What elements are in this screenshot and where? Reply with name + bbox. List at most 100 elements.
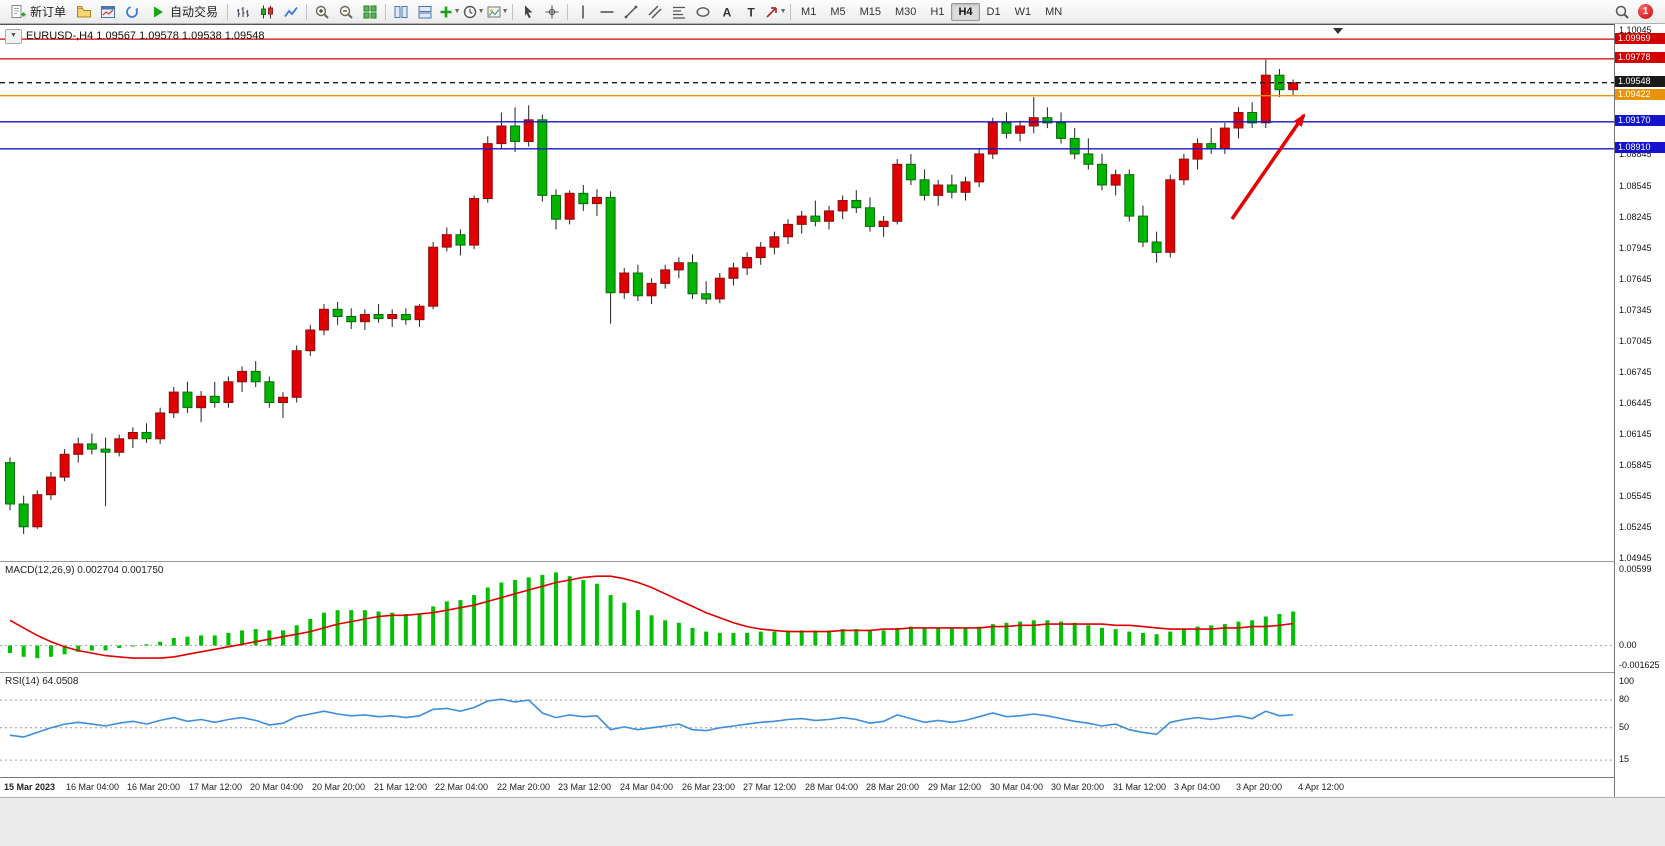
time-axis-label: 30 Mar 04:00	[990, 782, 1044, 792]
price-axis[interactable]: 1.10045 1.08845 1.08545 1.08245 1.07945 1.076…	[1614, 24, 1665, 797]
vertical-line-button[interactable]	[571, 2, 595, 22]
macd-histogram	[8, 572, 1296, 659]
price-label-1.09170: 1.09170	[1615, 115, 1665, 126]
text-button[interactable]: A	[715, 2, 739, 22]
search-icon	[1615, 5, 1629, 19]
tile-horizontal-icon	[418, 5, 432, 18]
macd-pane[interactable]: MACD(12,26,9) 0.002704 0.001750	[0, 561, 1614, 672]
chart-shift-marker[interactable]	[1333, 28, 1343, 34]
chart-window-button[interactable]	[96, 2, 120, 22]
label-icon: T	[747, 5, 755, 19]
price-label-1.09422: 1.09422	[1615, 89, 1665, 100]
trendline-icon	[624, 5, 638, 18]
zoom-out-icon	[339, 5, 353, 19]
price-axis-tick: 1.05545	[1619, 491, 1652, 501]
price-pane[interactable]: ▼ EURUSD-,H4 1.09567 1.09578 1.09538 1.0…	[0, 24, 1614, 561]
rsi-axis-tick: 15	[1619, 754, 1630, 764]
timeframe-m1-button[interactable]: M1	[801, 5, 817, 18]
macd-chart-canvas[interactable]	[0, 562, 1614, 673]
channel-button[interactable]	[643, 2, 667, 22]
candlestick-chart-button[interactable]	[255, 2, 279, 22]
svg-text:T: T	[747, 5, 755, 19]
line-chart-icon	[284, 6, 298, 17]
macd-axis-tick: -0.001625	[1619, 660, 1660, 670]
time-axis-label: 29 Mar 12:00	[928, 782, 982, 792]
indicators-button[interactable]: ▼	[437, 2, 461, 22]
zoom-out-button[interactable]	[334, 2, 358, 22]
time-axis-label: 30 Mar 20:00	[1051, 782, 1105, 792]
refresh-icon	[126, 5, 139, 18]
price-label-1.08910: 1.08910	[1615, 142, 1665, 153]
toolbar-separator	[567, 3, 569, 20]
time-axis-label: 28 Mar 04:00	[805, 782, 859, 792]
time-axis-label: 15 Mar 2023	[4, 782, 56, 792]
rsi-label: RSI(14) 64.0508	[5, 676, 79, 687]
shapes-icon	[696, 6, 710, 17]
price-label-1.09778: 1.09778	[1615, 52, 1665, 63]
rsi-pane[interactable]: RSI(14) 64.0508	[0, 672, 1614, 777]
trendline-button[interactable]	[619, 2, 643, 22]
dropdown-caret-icon[interactable]: ▼	[779, 8, 787, 15]
trend-arrow-annotation[interactable]	[1230, 113, 1306, 220]
time-axis-label: 24 Mar 04:00	[620, 782, 674, 792]
toolbar: 新订单 自动交易 ▼ ▼ ▼ A T ▼ M1 M5 M15 M30 H1 H4 D1 W1 MN 1	[0, 0, 1665, 24]
shapes-button[interactable]	[691, 2, 715, 22]
time-axis[interactable]: 15 Mar 2023 16 Mar 04:00 16 Mar 20:00 17 Ma…	[0, 777, 1614, 797]
refresh-button[interactable]	[120, 2, 144, 22]
horizontal-line-button[interactable]	[595, 2, 619, 22]
templates-button[interactable]: ▼	[485, 2, 509, 22]
chart-window-icon	[101, 5, 116, 18]
price-label-1.09548: 1.09548	[1615, 76, 1665, 87]
time-axis-label: 20 Mar 04:00	[250, 782, 304, 792]
toolbar-separator	[790, 3, 792, 20]
periods-button[interactable]: ▼	[461, 2, 485, 22]
new-order-button[interactable]: 新订单	[4, 2, 72, 22]
time-axis-label: 21 Mar 12:00	[374, 782, 428, 792]
zoom-in-button[interactable]	[310, 2, 334, 22]
crosshair-button[interactable]	[540, 2, 564, 22]
dropdown-caret-icon[interactable]: ▼	[477, 8, 485, 15]
timeframe-w1-button[interactable]: W1	[1014, 5, 1032, 18]
timeframe-m15-button[interactable]: M15	[859, 5, 881, 18]
time-axis-label: 27 Mar 12:00	[743, 782, 797, 792]
fibonacci-button[interactable]	[667, 2, 691, 22]
tile-vertical-button[interactable]	[389, 2, 413, 22]
arrows-button[interactable]: ▼	[763, 2, 787, 22]
line-chart-button[interactable]	[279, 2, 303, 22]
periods-icon	[463, 5, 476, 18]
dropdown-caret-icon[interactable]: ▼	[453, 8, 461, 15]
notification-badge[interactable]: 1	[1638, 4, 1653, 19]
dropdown-caret-icon[interactable]: ▼	[501, 8, 509, 15]
text-icon: A	[723, 5, 732, 19]
timeframe-mn-button[interactable]: MN	[1045, 5, 1063, 18]
new-order-icon	[11, 4, 26, 18]
one-click-trading-toggle[interactable]: ▼	[5, 29, 22, 44]
price-axis-tick: 1.08545	[1619, 181, 1652, 191]
timeframe-d1-button[interactable]: D1	[986, 5, 1001, 18]
price-axis-tick: 1.07645	[1619, 274, 1652, 284]
search-button[interactable]	[1610, 2, 1634, 22]
templates-icon	[487, 6, 501, 17]
timeframe-m30-button[interactable]: M30	[895, 5, 917, 18]
tile-horizontal-button[interactable]	[413, 2, 437, 22]
open-chart-icon	[77, 5, 92, 17]
candlestick-chart-icon	[261, 5, 274, 18]
time-axis-label: 22 Mar 20:00	[497, 782, 551, 792]
rsi-chart-canvas[interactable]	[0, 673, 1614, 778]
label-button[interactable]: T	[739, 2, 763, 22]
macd-axis-tick: 0.00599	[1619, 564, 1652, 574]
timeframe-h4-button[interactable]: H4	[951, 2, 980, 21]
price-chart-canvas[interactable]	[0, 25, 1614, 562]
auto-trading-button[interactable]: 自动交易	[144, 2, 224, 22]
vertical-line-icon	[582, 5, 584, 18]
bar-chart-button[interactable]	[231, 2, 255, 22]
cursor-button[interactable]	[516, 2, 540, 22]
open-chart-button[interactable]	[72, 2, 96, 22]
tile-windows-button[interactable]	[358, 2, 382, 22]
price-axis-tick: 1.05845	[1619, 460, 1652, 470]
svg-text:A: A	[723, 5, 732, 19]
timeframe-m5-button[interactable]: M5	[830, 5, 846, 18]
timeframe-h1-button[interactable]: H1	[930, 5, 945, 18]
zoom-in-icon	[315, 5, 329, 19]
time-axis-label: 23 Mar 12:00	[558, 782, 612, 792]
